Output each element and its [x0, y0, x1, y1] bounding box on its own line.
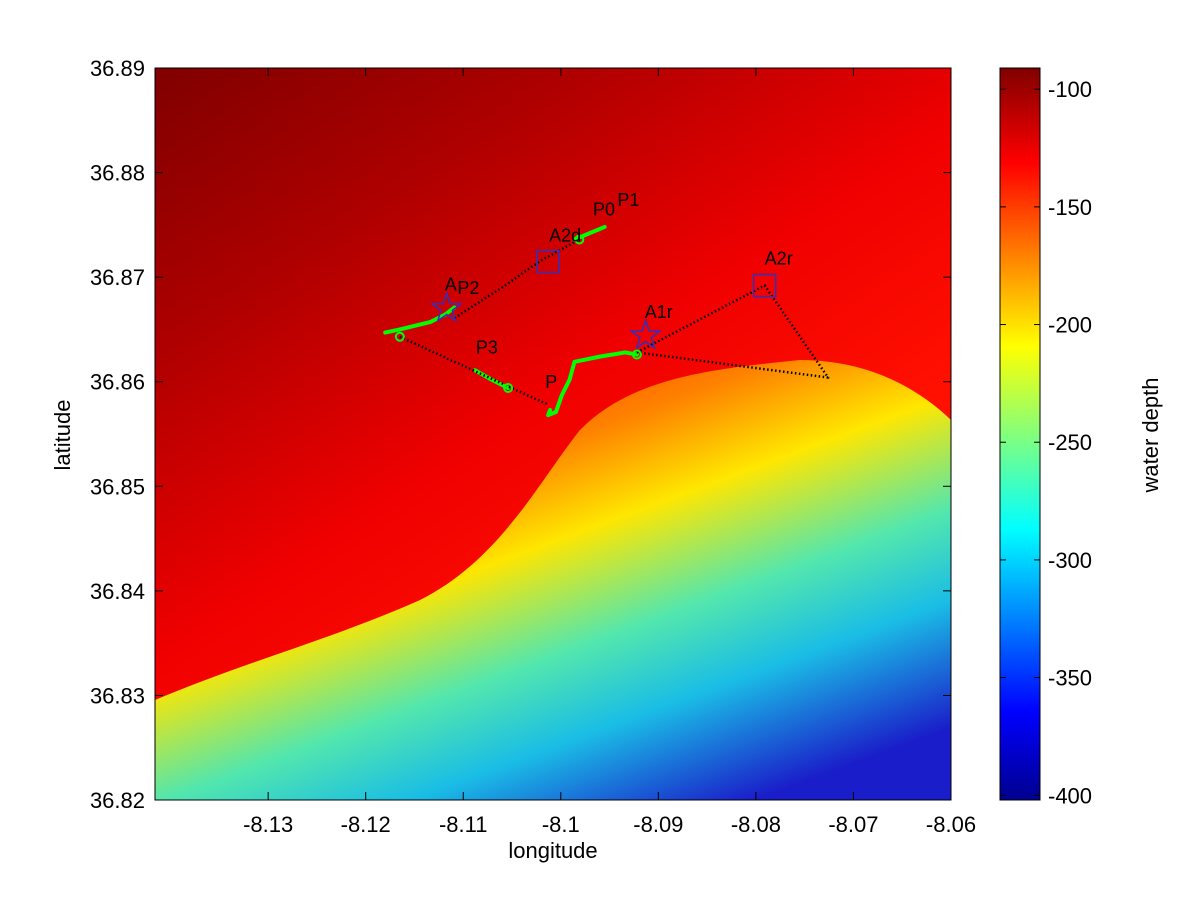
annotation: P0	[593, 199, 615, 219]
circle-marker	[574, 234, 585, 245]
x-axis-label: longitude	[508, 838, 597, 863]
x-tick-label: -8.06	[926, 812, 976, 837]
annotation: A1r	[645, 302, 673, 322]
x-tick-label: -8.13	[243, 812, 293, 837]
colorbar-tick-label: -150	[1048, 195, 1092, 220]
x-tick-label: -8.08	[731, 812, 781, 837]
colorbar-tick-label: -300	[1048, 548, 1092, 573]
annotation: A	[445, 275, 457, 295]
circle-marker	[631, 349, 642, 360]
x-tick-label: -8.09	[633, 812, 683, 837]
x-tick-label: -8.12	[341, 812, 391, 837]
colorbar-label: water depth	[1138, 378, 1163, 494]
y-tick-label: 36.89	[90, 56, 145, 81]
square-marker	[536, 249, 560, 274]
circle-marker	[394, 331, 405, 342]
depth-field	[155, 68, 951, 800]
annotation: A2r	[765, 249, 793, 269]
y-tick-label: 36.85	[90, 474, 145, 499]
y-tick-label: 36.88	[90, 161, 145, 186]
colorbar-tick-label: -100	[1048, 77, 1092, 102]
track	[572, 224, 607, 242]
colorbar-tick-label: -200	[1048, 313, 1092, 338]
plot-frame	[154, 67, 952, 801]
x-tick-label: -8.1	[542, 812, 580, 837]
star-marker	[629, 318, 663, 350]
annotation: P3	[476, 337, 498, 357]
track	[383, 305, 457, 335]
circle-marker	[503, 382, 514, 393]
colorbar-tick-label: -400	[1048, 783, 1092, 808]
colorbar	[999, 67, 1041, 801]
track	[636, 284, 830, 379]
star-marker	[430, 291, 464, 323]
y-tick-label: 36.86	[90, 370, 145, 395]
y-tick-label: 36.87	[90, 265, 145, 290]
marks: P0 P1 A2d A P2 P3 P A1r A2r	[383, 190, 830, 418]
colorbar-tick-label: -350	[1048, 666, 1092, 691]
annotation: P	[545, 372, 557, 392]
y-tick-label: 36.83	[90, 683, 145, 708]
track	[546, 350, 639, 418]
y-tick-label: 36.84	[90, 579, 145, 604]
deep-area	[155, 360, 951, 800]
x-tick-label: -8.11	[439, 812, 488, 837]
y-axis-label: latitude	[50, 400, 75, 471]
square-marker	[752, 273, 777, 298]
y-tick-label: 36.82	[90, 788, 145, 813]
colorbar-tick-label: -250	[1048, 430, 1092, 455]
annotation: A2d	[549, 226, 581, 246]
annotation: P2	[457, 278, 479, 298]
x-tick-label: -8.07	[828, 812, 878, 837]
annotation: P1	[617, 190, 639, 210]
